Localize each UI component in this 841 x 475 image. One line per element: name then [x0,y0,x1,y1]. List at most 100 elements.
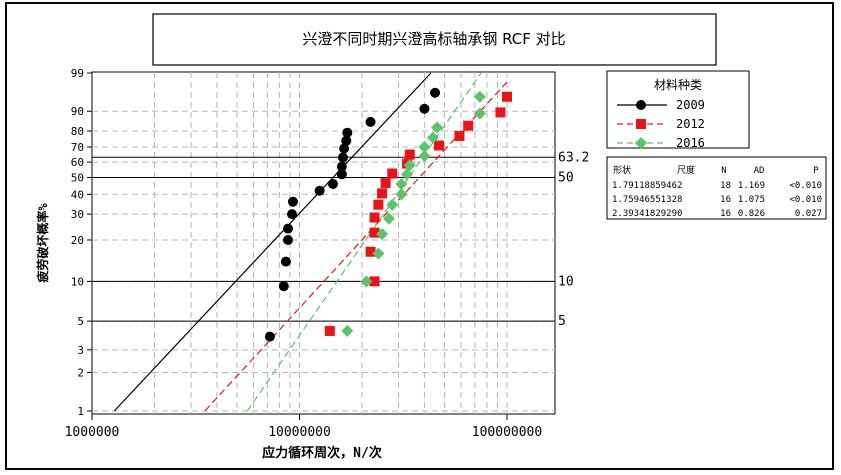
axis-ticks: 1 2 3 5 10 20 30 40 50 60 70 80 90 99 1000000 10000000 1… [65,67,543,440]
y-tick-label: 70 [71,141,84,154]
data-point-2012 [387,168,398,179]
data-point-2012 [324,325,335,336]
data-point-2012 [369,212,380,223]
data-point-2016 [372,247,385,260]
y-tick-label: 60 [71,156,84,169]
data-point-2016 [395,188,408,201]
table-cell: 0.826 [738,209,765,219]
y-tick-label: 2 [77,366,84,379]
stats-table-box [606,156,827,220]
data-point-2009 [280,256,291,267]
data-point-2009 [278,281,289,292]
title-box [152,13,717,66]
data-point-2012 [502,91,512,102]
fit-line-2009 [113,72,432,412]
data-point-2009 [327,178,338,189]
data-point-2009 [282,234,293,245]
y-tick-label: 90 [71,105,84,118]
plot-area [91,71,556,415]
table-cell: 16 [720,209,731,219]
legend-marker-2012 [636,119,646,129]
table-cell: 16 [720,195,731,205]
y-tick-label: 20 [71,234,84,247]
chart-title: 兴澄不同时期兴澄高标轴承钢 RCF 对比 [302,30,565,48]
data-point-2009 [287,196,298,207]
data-point-2016 [431,121,444,134]
data-point-2016 [401,168,414,181]
table-header: 尺度 [677,164,695,176]
data-point-2012 [365,246,376,257]
data-point-2016 [473,90,486,103]
table-header: AD [754,166,765,176]
y-tick-label: 50 [71,171,84,184]
legend-label: 2012 [676,117,705,131]
table-cell: <0.010 [789,181,822,191]
fit-lines [113,72,508,412]
y-tick-label: 5 [77,315,84,328]
x-axis-label: 应力循环周次，N/次 [262,445,382,461]
y-tick-label: 99 [71,67,84,80]
data-point-2016 [473,107,486,120]
legend-title: 材料种类 [654,78,702,92]
data-point-2009 [341,135,352,146]
data-point-2012 [369,276,380,287]
data-point-2012 [369,227,380,238]
legend-box [606,70,750,149]
legend-marker-2016 [635,137,647,149]
data-point-2009 [282,223,293,234]
data-point-2009 [286,209,297,220]
reference-line-label: 63.2 [558,150,589,165]
table-header: N [721,166,726,176]
y-tick-label: 1 [77,405,84,418]
table-header: P [813,166,819,176]
table-cell: 0.027 [795,209,822,219]
stats-table: 形状 尺度 N AD P 1.79118859462 18 1.169 <0.010 1.7594… [606,156,827,220]
fit-line-2012 [204,81,508,412]
table-header: 形状 [613,164,631,176]
reference-line-label: 50 [558,170,574,185]
data-point-2016 [427,131,440,144]
legend-marker-2009 [636,100,646,110]
legend-label: 2009 [676,98,705,112]
data-point-2016 [395,177,408,190]
legend: 材料种类 2009 2012 2016 [606,70,750,150]
data-point-2009 [339,143,350,154]
data-point-2012 [433,140,444,151]
data-point-2012 [377,188,388,199]
data-point-2009 [314,185,325,196]
data-point-2016 [403,159,416,172]
legend-label: 2016 [676,136,705,150]
y-tick-label: 80 [71,125,84,138]
data-point-2009 [336,169,347,180]
reference-line-label: 10 [558,274,574,289]
data-point-2009 [419,103,430,114]
table-cell: <0.010 [789,195,822,205]
table-cell: 1.75946551328 [612,195,682,205]
data-point-2012 [373,199,384,210]
table-cell: 18 [720,181,731,191]
data-point-2012 [380,178,391,189]
data-point-2012 [463,120,474,131]
y-tick-label: 10 [71,275,84,288]
y-axis-label: 疲劳破坏概率% [35,203,50,283]
table-cell: 2.39341829290 [612,209,682,219]
reference-line-label: 5 [558,314,566,329]
table-cell: 1.075 [738,195,765,205]
data-point-2009 [337,152,348,163]
y-tick-label: 30 [71,208,84,221]
data-point-2009 [336,161,347,172]
data-point-2009 [264,331,275,342]
data-point-2016 [418,141,431,154]
x-tick-label: 100000000 [472,425,542,440]
data-point-2009 [342,127,353,138]
reference-lines: 63.2 50 10 5 [92,150,589,329]
y-tick-label: 3 [77,344,84,357]
data-point-2016 [341,324,354,337]
data-point-2009 [365,116,376,127]
data-points [264,87,512,342]
data-point-2016 [376,228,389,241]
data-point-2012 [404,149,415,160]
data-point-2016 [360,275,373,288]
data-point-2009 [430,87,441,98]
